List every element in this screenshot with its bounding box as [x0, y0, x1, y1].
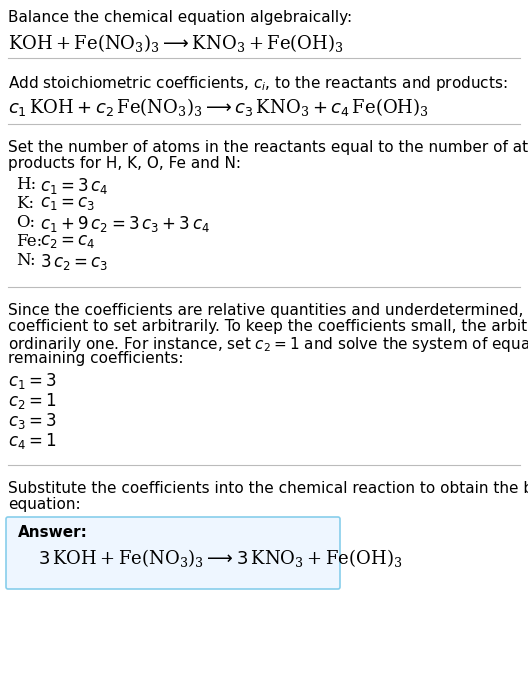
Text: Add stoichiometric coefficients, $c_i$, to the reactants and products:: Add stoichiometric coefficients, $c_i$, … [8, 74, 507, 93]
Text: $\mathregular{KOH + Fe(NO_3)_3} \longrightarrow \mathregular{KNO_3 + Fe(OH)_3}$: $\mathregular{KOH + Fe(NO_3)_3} \longrig… [8, 32, 344, 54]
Text: H:: H: [16, 176, 36, 193]
Text: $3\,\mathregular{KOH + Fe(NO_3)_3} \longrightarrow 3\,\mathregular{KNO_3 + Fe(OH: $3\,\mathregular{KOH + Fe(NO_3)_3} \long… [38, 547, 402, 569]
Text: $c_1 + 9\,c_2 = 3\,c_3 + 3\,c_4$: $c_1 + 9\,c_2 = 3\,c_3 + 3\,c_4$ [40, 214, 210, 234]
Text: Fe:: Fe: [16, 233, 42, 250]
Text: N:: N: [16, 252, 35, 269]
Text: $3\,c_2 = c_3$: $3\,c_2 = c_3$ [40, 252, 108, 272]
Text: products for H, K, O, Fe and N:: products for H, K, O, Fe and N: [8, 156, 241, 171]
Text: $c_3 = 3$: $c_3 = 3$ [8, 411, 56, 431]
Text: $c_1 = c_3$: $c_1 = c_3$ [40, 195, 95, 212]
Text: Balance the chemical equation algebraically:: Balance the chemical equation algebraica… [8, 10, 352, 25]
Text: $c_2 = 1$: $c_2 = 1$ [8, 391, 56, 411]
Text: Answer:: Answer: [18, 525, 88, 540]
Text: O:: O: [16, 214, 35, 231]
Text: K:: K: [16, 195, 34, 212]
Text: $c_4 = 1$: $c_4 = 1$ [8, 431, 56, 451]
Text: Substitute the coefficients into the chemical reaction to obtain the balanced: Substitute the coefficients into the che… [8, 481, 528, 496]
Text: $c_1 = 3$: $c_1 = 3$ [8, 371, 56, 391]
Text: $c_1 = 3\,c_4$: $c_1 = 3\,c_4$ [40, 176, 109, 196]
Text: remaining coefficients:: remaining coefficients: [8, 351, 184, 366]
Text: equation:: equation: [8, 497, 81, 512]
Text: ordinarily one. For instance, set $c_2 = 1$ and solve the system of equations fo: ordinarily one. For instance, set $c_2 =… [8, 335, 528, 354]
Text: coefficient to set arbitrarily. To keep the coefficients small, the arbitrary va: coefficient to set arbitrarily. To keep … [8, 319, 528, 334]
Text: Since the coefficients are relative quantities and underdetermined, choose a: Since the coefficients are relative quan… [8, 303, 528, 318]
FancyBboxPatch shape [6, 517, 340, 589]
Text: $c_1\,\mathregular{KOH} + c_2\,\mathregular{Fe(NO_3)_3} \longrightarrow c_3\,\ma: $c_1\,\mathregular{KOH} + c_2\,\mathregu… [8, 96, 429, 118]
Text: Set the number of atoms in the reactants equal to the number of atoms in the: Set the number of atoms in the reactants… [8, 140, 528, 155]
Text: $c_2 = c_4$: $c_2 = c_4$ [40, 233, 95, 250]
